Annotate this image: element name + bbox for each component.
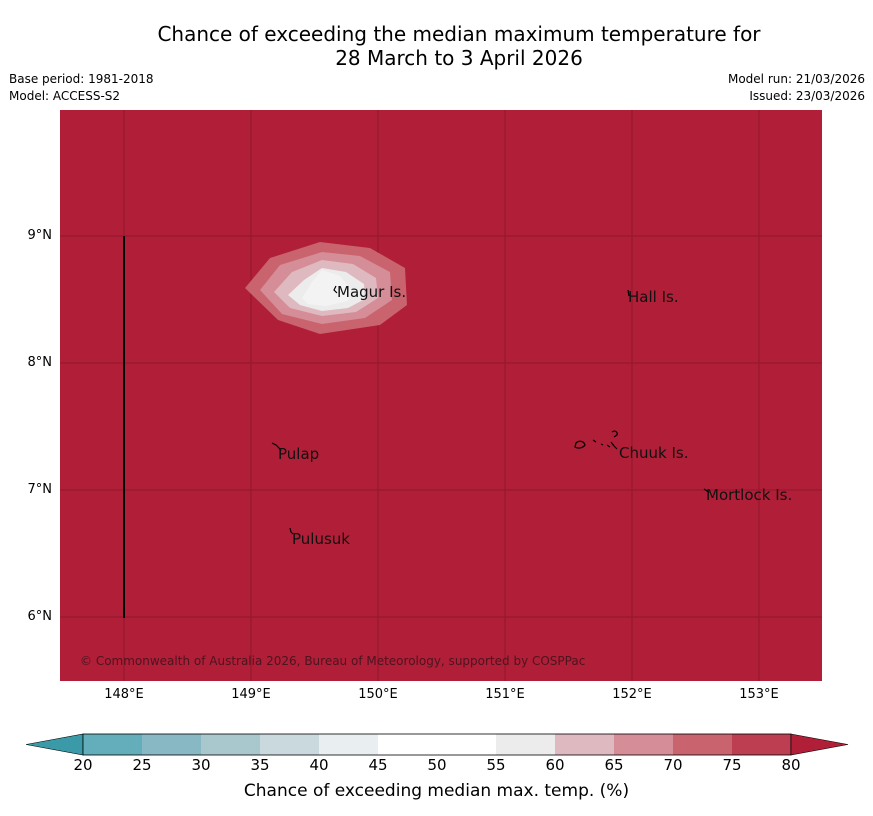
map-svg bbox=[60, 110, 822, 681]
lon-label-153e: 153°E bbox=[739, 687, 779, 702]
copyright-notice: © Commonwealth of Australia 2026, Bureau… bbox=[80, 654, 586, 668]
probability-contour bbox=[245, 242, 407, 334]
colorbar-svg bbox=[25, 733, 849, 756]
island-pulusuk bbox=[289, 527, 294, 535]
lon-label-149e: 149°E bbox=[231, 687, 271, 702]
colorbar-tick-label: 65 bbox=[604, 756, 624, 774]
lat-label-7n: 7°N bbox=[27, 482, 53, 497]
colorbar-segment bbox=[496, 734, 555, 755]
colorbar-segment bbox=[732, 734, 791, 755]
colorbar-tick-label: 30 bbox=[191, 756, 211, 774]
place-pulap: Pulap bbox=[278, 445, 320, 463]
colorbar-segment bbox=[378, 734, 437, 755]
island-mortlock bbox=[703, 488, 710, 494]
colorbar-label: Chance of exceeding median max. temp. (%… bbox=[243, 781, 630, 801]
issued-date: Issued: 23/03/2026 bbox=[749, 89, 865, 103]
colorbar-tick-label: 25 bbox=[132, 756, 152, 774]
islands bbox=[271, 285, 710, 535]
colorbar-segment bbox=[437, 734, 496, 755]
lat-label-6n: 6°N bbox=[27, 609, 53, 624]
place-mortlock: Mortlock Is. bbox=[706, 486, 793, 504]
colorbar-tick-label: 60 bbox=[545, 756, 565, 774]
lat-label-9n: 9°N bbox=[27, 228, 53, 243]
chart-title: Chance of exceeding the median maximum t… bbox=[0, 22, 873, 70]
base-period: Base period: 1981-2018 bbox=[9, 72, 154, 86]
title-line-1: Chance of exceeding the median maximum t… bbox=[157, 22, 761, 46]
lon-label-150e: 150°E bbox=[358, 687, 398, 702]
colorbar-tick-label: 35 bbox=[250, 756, 270, 774]
island-magur bbox=[333, 285, 338, 294]
map-panel[interactable]: Magur Is. Hall Is. Pulap Chuuk Is. Mortl… bbox=[60, 110, 822, 681]
island-hall bbox=[627, 289, 630, 297]
place-pulusuk: Pulusuk bbox=[292, 530, 350, 548]
colorbar-tick-label: 55 bbox=[486, 756, 506, 774]
colorbar-tick-label: 80 bbox=[781, 756, 801, 774]
title-line-2: 28 March to 3 April 2026 bbox=[335, 46, 583, 70]
island-pulap bbox=[271, 442, 282, 452]
colorbar-segment bbox=[614, 734, 673, 755]
lon-label-152e: 152°E bbox=[612, 687, 652, 702]
meta-left: Base period: 1981-2018 Model: ACCESS-S2 bbox=[9, 71, 154, 105]
colorbar-segment bbox=[319, 734, 378, 755]
colorbar-segment bbox=[142, 734, 201, 755]
colorbar-segment bbox=[83, 734, 142, 755]
place-hall: Hall Is. bbox=[628, 288, 679, 306]
colorbar-extend-low bbox=[25, 733, 84, 756]
lat-label-8n: 8°N bbox=[27, 355, 53, 370]
colorbar-tick-label: 70 bbox=[663, 756, 683, 774]
colorbar-tick-label: 40 bbox=[309, 756, 329, 774]
colorbar-segment bbox=[673, 734, 732, 755]
colorbar-segment bbox=[555, 734, 614, 755]
colorbar-tick-label: 75 bbox=[722, 756, 742, 774]
lon-label-148e: 148°E bbox=[104, 687, 144, 702]
place-magur: Magur Is. bbox=[337, 283, 407, 301]
colorbar-segment bbox=[201, 734, 260, 755]
gridlines bbox=[60, 110, 822, 681]
model-name: Model: ACCESS-S2 bbox=[9, 89, 121, 103]
place-chuuk: Chuuk Is. bbox=[619, 444, 689, 462]
colorbar-tick-label: 45 bbox=[368, 756, 388, 774]
colorbar-segment bbox=[260, 734, 319, 755]
island-chuuk bbox=[574, 430, 618, 450]
colorbar-tick-label: 20 bbox=[73, 756, 93, 774]
meta-right: Model run: 21/03/2026 Issued: 23/03/2026 bbox=[728, 71, 865, 105]
lon-label-151e: 151°E bbox=[485, 687, 525, 702]
model-run: Model run: 21/03/2026 bbox=[727, 72, 865, 86]
colorbar-extend-high bbox=[790, 733, 849, 756]
colorbar-tick-label: 50 bbox=[427, 756, 447, 774]
colorbar bbox=[25, 733, 850, 761]
